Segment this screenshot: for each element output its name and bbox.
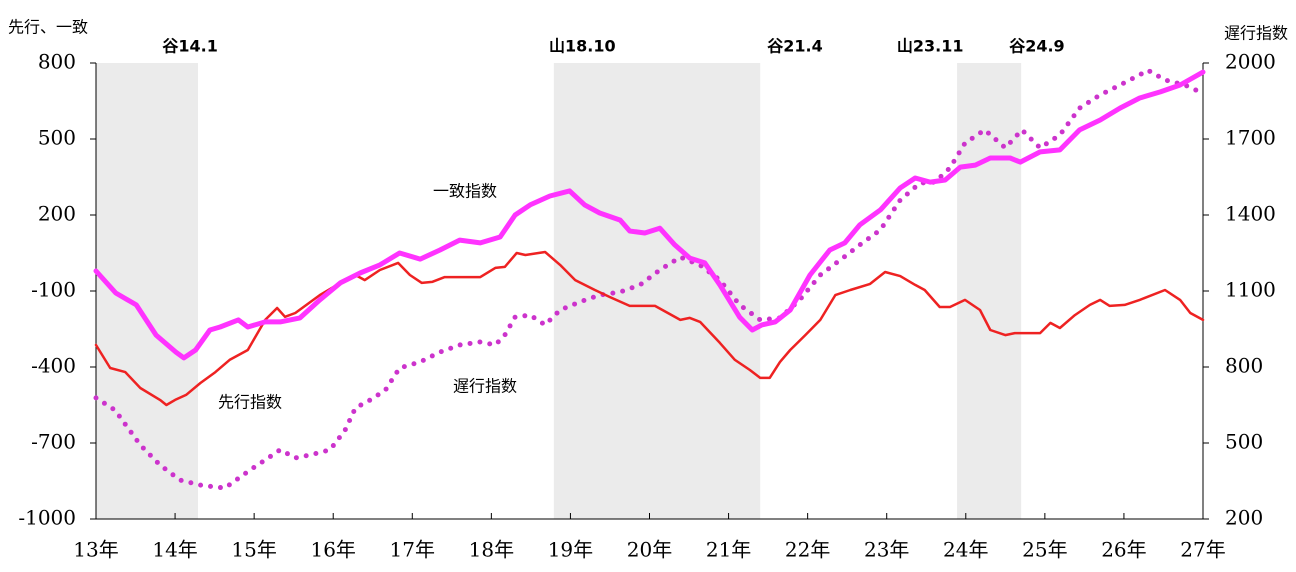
x-tick-label: 27年 <box>1180 538 1225 562</box>
series-line <box>93 69 1206 361</box>
x-tick-label: 21年 <box>706 538 751 562</box>
y2-tick-label: 1700 <box>1225 126 1276 150</box>
series-label: 先行指数 <box>218 393 282 412</box>
y-axis-title: 先行、一致 <box>8 18 88 37</box>
x-tick-label: 16年 <box>310 538 355 562</box>
series-label: 一致指数 <box>433 182 497 201</box>
y2-tick-label: 2000 <box>1225 50 1276 74</box>
y2-tick-label: 200 <box>1225 506 1263 530</box>
y2-tick-label: 1100 <box>1225 278 1276 302</box>
cycle-annotation: 谷21.4 <box>767 37 822 56</box>
y-tick-label: -700 <box>31 430 76 454</box>
x-tick-label: 25年 <box>1022 538 1067 562</box>
y-tick-label: -100 <box>31 278 76 302</box>
x-tick-label: 19年 <box>548 538 593 562</box>
x-tick-label: 15年 <box>231 538 276 562</box>
y-tick-label: 200 <box>38 202 76 226</box>
x-tick-label: 14年 <box>152 538 197 562</box>
x-tick-label: 18年 <box>469 538 514 562</box>
y2-tick-label: 800 <box>1225 354 1263 378</box>
x-tick-label: 26年 <box>1101 538 1146 562</box>
y-tick-label: 800 <box>38 50 76 74</box>
x-tick-label: 17年 <box>390 538 435 562</box>
x-tick-label: 24年 <box>943 538 988 562</box>
series-label: 遅行指数 <box>453 377 517 396</box>
y-tick-label: -400 <box>31 354 76 378</box>
y2-axis-title: 遅行指数 <box>1224 24 1288 43</box>
x-tick-label: 20年 <box>627 538 672 562</box>
y-tick-label: -1000 <box>18 506 76 530</box>
series-line <box>94 250 1205 407</box>
shaded-region <box>957 63 1022 519</box>
cycle-annotation: 谷14.1 <box>162 37 217 56</box>
series-line <box>93 67 1203 491</box>
cycle-annotation: 山23.11 <box>897 37 964 56</box>
x-tick-label: 23年 <box>864 538 909 562</box>
x-tick-label: 22年 <box>785 538 830 562</box>
y2-tick-label: 500 <box>1225 430 1263 454</box>
cycle-annotation: 谷24.9 <box>1009 37 1064 56</box>
y-tick-label: 500 <box>38 126 76 150</box>
cycle-annotation: 山18.10 <box>549 37 616 56</box>
x-tick-label: 13年 <box>73 538 118 562</box>
y2-tick-label: 1400 <box>1225 202 1276 226</box>
